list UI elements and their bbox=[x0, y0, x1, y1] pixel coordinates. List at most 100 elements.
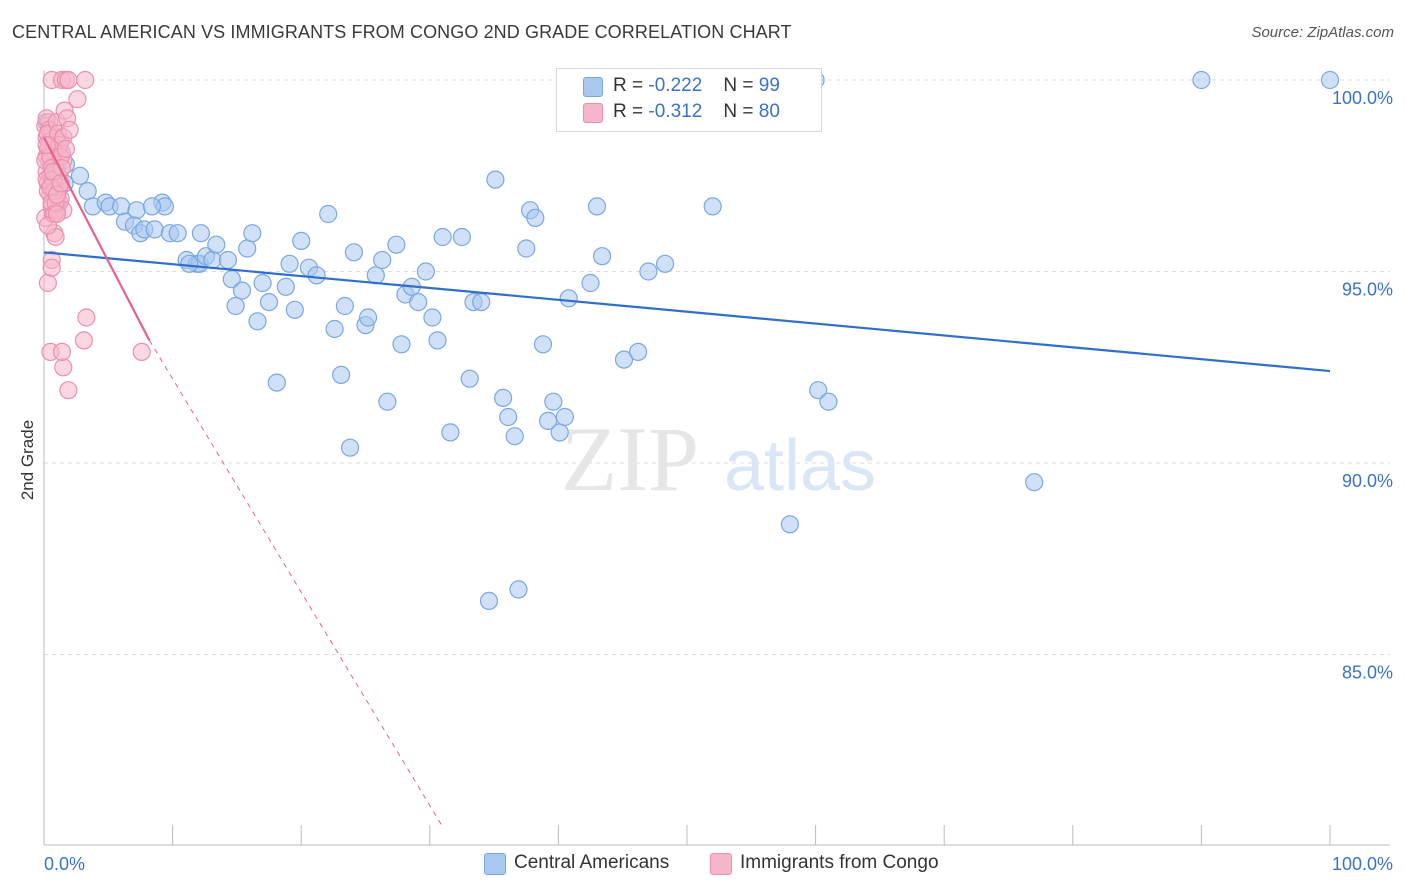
central-point-100 bbox=[1192, 70, 1211, 90]
x-tick-labels: 0.0% 100.0% bbox=[44, 854, 1393, 874]
central-point-84 bbox=[555, 407, 574, 427]
central-point-47 bbox=[325, 319, 344, 339]
bottom-legend-label-congo: Immigrants from Congo bbox=[740, 852, 939, 873]
central-point-35 bbox=[243, 224, 262, 243]
congo-trend-line bbox=[43, 136, 151, 341]
central-point-67 bbox=[452, 227, 471, 247]
legend-n-label: N = bbox=[723, 101, 754, 122]
central-point-28 bbox=[203, 250, 222, 270]
central-point-64 bbox=[428, 331, 447, 350]
central-point-57 bbox=[387, 235, 406, 254]
source-label: Source: ZipAtlas.com bbox=[1251, 24, 1394, 41]
bottom-legend-swatch-central bbox=[484, 853, 506, 875]
central-point-88 bbox=[592, 247, 612, 266]
central-trend-line bbox=[43, 251, 1331, 373]
congo-point-71 bbox=[42, 258, 61, 277]
congo-point-65 bbox=[37, 136, 56, 155]
central-point-70 bbox=[472, 293, 491, 312]
central-point-74 bbox=[499, 407, 518, 427]
y-tick-label-1: 95.0% bbox=[1342, 280, 1393, 300]
congo-point-74 bbox=[54, 358, 73, 377]
central-point-45 bbox=[307, 266, 326, 285]
central-point-29 bbox=[207, 235, 226, 254]
central-point-5 bbox=[70, 166, 90, 185]
watermark: ZIP atlas bbox=[561, 408, 876, 510]
central-point-82 bbox=[544, 392, 563, 411]
central-point-76 bbox=[509, 580, 528, 599]
central-point-95 bbox=[780, 515, 800, 534]
central-point-97 bbox=[809, 381, 828, 400]
congo-point-76 bbox=[59, 381, 78, 400]
central-point-46 bbox=[319, 204, 338, 224]
central-point-30 bbox=[218, 250, 237, 270]
axes bbox=[43, 70, 1390, 846]
central-point-6 bbox=[78, 182, 97, 201]
central-point-62 bbox=[416, 262, 435, 281]
central-point-98 bbox=[819, 392, 838, 411]
central-point-79 bbox=[526, 208, 545, 227]
central-point-43 bbox=[292, 231, 311, 250]
trend-lines bbox=[43, 136, 1331, 828]
central-point-36 bbox=[248, 312, 267, 331]
central-point-55 bbox=[373, 250, 392, 270]
legend-congo-r: -0.312 bbox=[648, 101, 703, 122]
legend-swatch-congo bbox=[583, 103, 603, 123]
legend-r-label: R = bbox=[613, 75, 644, 96]
congo-point-72 bbox=[47, 204, 67, 224]
central-point-94 bbox=[703, 197, 722, 216]
central-point-33 bbox=[232, 281, 252, 300]
central-point-89 bbox=[614, 350, 634, 369]
central-point-42 bbox=[285, 300, 304, 319]
central-point-34 bbox=[238, 239, 257, 258]
central-point-51 bbox=[344, 243, 363, 262]
central-point-48 bbox=[332, 365, 351, 384]
central-point-22 bbox=[191, 224, 210, 243]
congo-point-64 bbox=[56, 139, 76, 158]
congo-point-78 bbox=[77, 308, 96, 327]
central-point-32 bbox=[226, 296, 245, 316]
central-point-37 bbox=[253, 273, 272, 293]
central-point-68 bbox=[460, 369, 479, 388]
correlation-legend: R = -0.222 N = 99 R = -0.312 N = 80 bbox=[556, 68, 822, 132]
central-point-72 bbox=[486, 170, 505, 189]
legend-n-label: N = bbox=[723, 75, 754, 96]
central-point-92 bbox=[655, 254, 675, 273]
central-point-41 bbox=[280, 254, 299, 273]
central-point-86 bbox=[581, 273, 600, 293]
watermark-zip: ZIP bbox=[561, 408, 699, 510]
central-point-56 bbox=[378, 392, 397, 411]
central-point-49 bbox=[335, 296, 354, 316]
bottom-legend-label-central: Central Americans bbox=[514, 852, 670, 873]
bottom-legend-swatch-congo bbox=[710, 853, 732, 875]
congo-point-57 bbox=[59, 70, 78, 90]
x-tick-label-1: 100.0% bbox=[1332, 854, 1393, 874]
central-point-19 bbox=[142, 197, 162, 216]
congo-point-79 bbox=[132, 342, 151, 361]
central-point-75 bbox=[505, 427, 524, 446]
central-point-26 bbox=[180, 254, 199, 273]
central-point-99 bbox=[1025, 473, 1044, 492]
y-tick-label-2: 90.0% bbox=[1342, 471, 1393, 491]
central-point-58 bbox=[392, 335, 411, 354]
central-point-80 bbox=[533, 335, 553, 354]
central-point-50 bbox=[341, 438, 360, 457]
central-point-63 bbox=[423, 308, 442, 327]
central-point-77 bbox=[517, 239, 536, 258]
congo-point-58 bbox=[76, 70, 95, 90]
y-tick-labels: 100.0% 95.0% 90.0% 85.0% bbox=[1332, 88, 1393, 683]
central-point-53 bbox=[359, 308, 378, 327]
central-point-54 bbox=[366, 266, 385, 285]
central-point-38 bbox=[259, 293, 279, 312]
central-point-10 bbox=[112, 197, 131, 216]
legend-congo-n: 80 bbox=[758, 101, 780, 122]
central-point-61 bbox=[409, 293, 428, 312]
central-point-87 bbox=[587, 197, 607, 216]
central-point-65 bbox=[433, 227, 452, 247]
central-point-66 bbox=[441, 423, 460, 442]
legend-r-label: R = bbox=[613, 101, 644, 122]
chart-title: CENTRAL AMERICAN VS IMMIGRANTS FROM CONG… bbox=[12, 22, 792, 42]
grid bbox=[44, 79, 1390, 655]
central-point-73 bbox=[494, 388, 513, 407]
central-point-16 bbox=[145, 220, 164, 239]
